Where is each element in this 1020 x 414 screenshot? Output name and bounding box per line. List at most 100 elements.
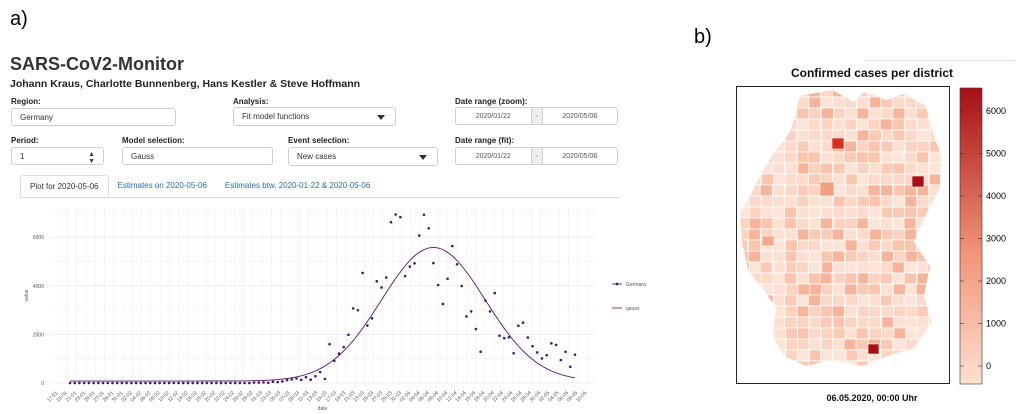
district-cell [905,327,919,340]
district-cell [880,294,893,307]
district-cell [772,250,786,263]
district-cell [879,217,893,230]
district-cell [832,261,845,274]
district-cell [833,184,846,197]
district-cell [761,195,775,208]
date-fit-start[interactable]: 2020/01/22 [475,152,511,160]
stepper-arrows-icon[interactable]: ▲ ▼ [88,151,95,165]
district-cell [893,283,906,296]
model-input[interactable]: Gauss [122,147,273,165]
data-point [328,342,331,346]
data-point [78,381,81,385]
y-tick-label: 6000 [33,235,44,241]
district-cell [796,250,810,263]
district-cell [820,305,833,318]
colorbar: 0 1000 2000 3000 4000 5000 6000 [959,87,1006,385]
district-cell [869,228,882,241]
district-cell [772,162,785,175]
district-hamburg [831,137,845,150]
district-cell [808,338,821,351]
district-cell [808,140,822,153]
district-cell [808,360,821,366]
period-label: Period: [11,136,39,145]
district-cell [844,283,858,296]
district-cell [845,162,858,175]
district-map [736,86,950,384]
analysis-select[interactable]: Fit model functions [233,107,396,126]
data-point [389,220,393,224]
district-cell [881,305,894,318]
data-point [417,234,421,237]
district-cell [796,305,810,318]
district-cell [833,195,846,208]
district-cell [807,118,821,131]
district-cell [784,140,798,153]
district-cell [904,118,918,131]
district-cell [867,217,881,230]
district-cell [771,151,785,164]
data-point [394,213,397,216]
data-point [125,381,128,385]
district-cell [831,228,845,241]
district-cell [784,151,797,164]
date-fit-end[interactable]: 2020/05/06 [562,152,598,160]
district-cell [784,206,797,219]
district-cell [880,239,894,252]
district-cell [747,228,761,241]
district-cell [809,250,823,263]
region-input[interactable]: Germany [11,108,176,126]
data-point [87,381,91,385]
district-cell [892,129,906,142]
district-cell [819,162,833,175]
district-cell [843,151,857,164]
district-cell [856,140,870,153]
district-cell [857,206,870,219]
district-cell [867,173,881,186]
legend-label-germany: Germany [626,282,647,288]
tab-estimates[interactable]: Estimates on 2020-05-06 [117,181,207,190]
data-point [535,351,539,354]
date-fit-range: 2020/01/22 - 2020/05/06 [455,147,618,165]
district-cell [772,228,786,241]
date-zoom-end[interactable]: 2020/05/06 [562,112,598,120]
data-point [554,343,558,347]
data-point [153,381,157,385]
gauss-fit-line [70,246,576,382]
district-cell [832,151,846,164]
district-cell [796,107,810,120]
district-cell [820,195,834,208]
district-cell [819,272,833,285]
data-point [243,381,246,385]
data-point [347,333,350,337]
colorbar-tick-label: 1000 [986,319,1006,329]
data-point [332,359,336,363]
district-cell [892,173,905,186]
tab-plot[interactable]: Plot for 2020-05-06 [20,175,109,197]
district-cell [748,239,761,252]
district-cell [820,217,833,230]
district-cell [795,360,809,366]
event-select[interactable]: New cases [288,147,438,166]
colorbar-tick-label: 0 [986,361,991,371]
data-point [172,381,176,385]
district-cell [808,294,821,307]
data-point [498,334,501,338]
district-cell [821,151,834,164]
data-point [257,381,261,384]
data-point [276,380,279,384]
period-stepper[interactable]: 1 ▲ ▼ [11,147,104,165]
data-point [493,291,497,295]
tab-estimates-range[interactable]: Estimates btw. 2020-01-22 & 2020-05-06 [224,181,371,190]
data-point [432,261,435,265]
date-zoom-start[interactable]: 2020/01/22 [475,112,511,120]
district-cell [832,96,845,109]
district-cell [880,140,894,153]
data-point [73,381,77,385]
colorbar-tick-label: 4000 [986,191,1006,201]
data-point [148,381,152,385]
top-divider [864,60,1014,61]
district-cell [784,294,798,307]
data-point [215,381,218,385]
district-cell [832,294,846,307]
colorbar-tick-label: 2000 [986,276,1006,286]
